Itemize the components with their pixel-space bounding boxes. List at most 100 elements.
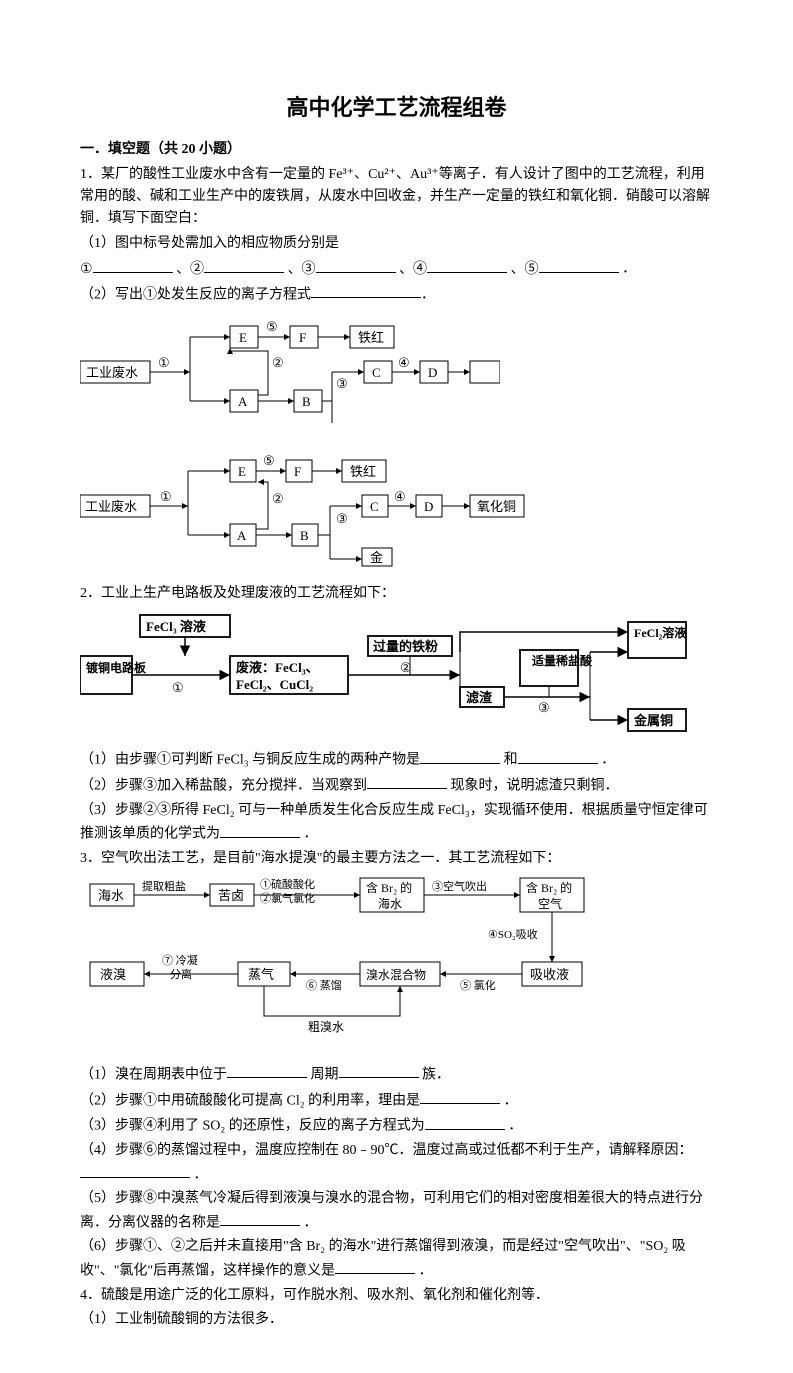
q2-p1: （1）由步骤①可判断 FeCl₃ 与铜反应生成的两种产物是 和 ． <box>80 748 713 772</box>
node-C: C <box>372 365 381 380</box>
svg-text:⑤: ⑤ <box>263 453 275 468</box>
svg-text:金属铜: 金属铜 <box>633 713 673 728</box>
svg-text:蒸气: 蒸气 <box>248 967 274 982</box>
svg-text:工业废水: 工业废水 <box>85 499 137 514</box>
circ-1: ① <box>158 355 170 370</box>
node-E: E <box>239 330 247 345</box>
q4-p1: （1）工业制硫酸铜的方法很多． <box>80 1309 713 1331</box>
blank[interactable] <box>220 1211 300 1226</box>
svg-text:C: C <box>370 499 379 514</box>
svg-text:废液：FeCl₃、: 废液：FeCl₃、 <box>236 660 319 675</box>
blank[interactable] <box>220 822 300 837</box>
q3-p6: （6）步骤①、②之后并未直接用"含 Br₂ 的海水"进行蒸馏得到液溴，而是经过"… <box>80 1236 713 1282</box>
q1-blanks-row: ① 、② 、③ 、④ 、⑤ ． <box>80 257 713 281</box>
q3-p4: （4）步骤⑥的蒸馏过程中，温度应控制在 80﹣90℃．温度过高或过低都不利于生产… <box>80 1140 713 1186</box>
blank[interactable] <box>93 257 173 272</box>
svg-text:③: ③ <box>336 511 348 526</box>
blank[interactable] <box>316 257 396 272</box>
svg-text:过量的铁粉: 过量的铁粉 <box>373 639 438 654</box>
svg-text:③空气吹出: ③空气吹出 <box>432 879 487 893</box>
q1-stem: 1．某厂的酸性工业废水中含有一定量的 Fe³⁺、Cu²⁺、Au³⁺等离子．有人设… <box>80 164 713 231</box>
section-heading: 一．填空题（共 20 小题） <box>80 139 713 161</box>
svg-text:①: ① <box>160 489 172 504</box>
blank[interactable] <box>311 283 421 298</box>
svg-text:粗溴水: 粗溴水 <box>308 1020 344 1034</box>
blank[interactable] <box>427 257 507 272</box>
node-A: A <box>238 394 248 409</box>
q3-p1: （1）溴在周期表中位于 周期 族． <box>80 1063 713 1087</box>
svg-text:④: ④ <box>394 489 406 504</box>
blank[interactable] <box>420 1089 500 1104</box>
svg-text:含 Br₂ 的: 含 Br₂ 的 <box>366 880 412 895</box>
num-3: 、③ <box>288 259 316 281</box>
svg-text:氧化铜: 氧化铜 <box>477 499 516 514</box>
circ-5: ⑤ <box>266 319 278 334</box>
q3-p2: （2）步骤①中用硫酸酸化可提高 Cl₂ 的利用率，理由是 ． <box>80 1089 713 1113</box>
svg-text:液溴: 液溴 <box>100 967 126 982</box>
blank[interactable] <box>204 257 284 272</box>
svg-text:铁红: 铁红 <box>350 464 376 479</box>
page: 高中化学工艺流程组卷 一．填空题（共 20 小题） 1．某厂的酸性工业废水中含有… <box>0 0 793 1373</box>
q1-part1: （1）图中标号处需加入的相应物质分别是 <box>80 233 713 255</box>
svg-text:FeCl₂、CuCl₂: FeCl₂、CuCl₂ <box>236 677 313 692</box>
q1-diagram: 工业废水 ① E ⑤ F 铁红 A ② <box>80 313 713 441</box>
q3-p3: （3）步骤④利用了 SO₂ 的还原性，反应的离子方程式为 ． <box>80 1114 713 1138</box>
svg-text:滤渣: 滤渣 <box>466 690 493 705</box>
num-4: 、④ <box>399 259 427 281</box>
node-B: B <box>302 394 311 409</box>
svg-text:吸收液: 吸收液 <box>530 967 569 982</box>
text: ． <box>622 262 636 277</box>
blank[interactable] <box>420 748 500 763</box>
blank[interactable] <box>227 1063 307 1078</box>
svg-text:提取粗盐: 提取粗盐 <box>142 880 186 893</box>
q2-stem: 2．工业上生产电路板及处理废液的工艺流程如下： <box>80 583 713 605</box>
svg-text:分离: 分离 <box>170 967 192 981</box>
node-F: F <box>299 330 306 345</box>
num-5: 、⑤ <box>511 259 539 281</box>
q1-diagram-clean: 工业废水 ① E ⑤ F 铁红 A ② B ③ C ④ D 氧化铜 金 <box>80 449 713 575</box>
svg-text:苦卤: 苦卤 <box>218 888 244 903</box>
q2-diagram: FeCl₃ 溶液 镀铜电路板 ① 废液：FeCl₃、 FeCl₂、CuCl₂ 过… <box>80 612 713 740</box>
svg-text:B: B <box>300 528 309 543</box>
svg-text:E: E <box>238 464 246 479</box>
svg-text:溴水混合物: 溴水混合物 <box>366 967 426 982</box>
blank[interactable] <box>539 257 619 272</box>
svg-text:③: ③ <box>538 700 550 715</box>
svg-text:金: 金 <box>370 550 383 565</box>
page-title: 高中化学工艺流程组卷 <box>80 90 713 125</box>
svg-text:②: ② <box>272 491 284 506</box>
svg-text:①硫酸酸化: ①硫酸酸化 <box>260 877 315 891</box>
q3-stem: 3．空气吹出法工艺，是目前"海水提溴"的最主要方法之一．其工艺流程如下： <box>80 848 713 870</box>
svg-text:空气: 空气 <box>538 896 562 911</box>
node-waste: 工业废水 <box>86 365 138 380</box>
q1-p1-text: （1）图中标号处需加入的相应物质分别是 <box>80 236 339 251</box>
svg-text:①: ① <box>172 680 184 695</box>
circ-2: ② <box>272 355 284 370</box>
q3-diagram: 海水 提取粗盐 苦卤 ①硫酸酸化 ②氯气氯化 含 Br₂ 的 海水 ③空气吹出 … <box>80 876 713 1054</box>
num-1: ① <box>80 259 93 281</box>
blank[interactable] <box>339 1063 419 1078</box>
q2-p3: （3）步骤②③所得 FeCl₂ 可与一种单质发生化合反应生成 FeCl₃，实现循… <box>80 800 713 846</box>
q1-p2-text: （2）写出①处发生反应的离子方程式 <box>80 287 311 302</box>
svg-text:④SO₂吸收: ④SO₂吸收 <box>488 927 538 941</box>
blank[interactable] <box>518 748 598 763</box>
blank[interactable] <box>80 1163 190 1178</box>
svg-text:A: A <box>237 528 247 543</box>
node-D: D <box>428 365 437 380</box>
svg-text:⑥ 蒸馏: ⑥ 蒸馏 <box>306 978 342 992</box>
svg-text:②氯气氯化: ②氯气氯化 <box>260 891 315 905</box>
svg-text:⑤ 氯化: ⑤ 氯化 <box>460 978 496 992</box>
svg-text:FeCl₃ 溶液: FeCl₃ 溶液 <box>146 619 206 634</box>
circ-3: ③ <box>336 376 348 391</box>
blank[interactable] <box>367 774 447 789</box>
svg-text:海水: 海水 <box>378 896 402 911</box>
svg-text:适量稀盐酸: 适量稀盐酸 <box>532 653 593 668</box>
num-2: 、② <box>176 259 204 281</box>
q4-stem: 4．硫酸是用途广泛的化工原料，可作脱水剂、吸水剂、氧化剂和催化剂等． <box>80 1285 713 1307</box>
svg-text:D: D <box>424 499 433 514</box>
svg-text:FeCl₂溶液: FeCl₂溶液 <box>634 625 686 640</box>
blank[interactable] <box>425 1114 505 1129</box>
svg-text:F: F <box>294 464 301 479</box>
blank[interactable] <box>335 1259 415 1274</box>
q1-part2: （2）写出①处发生反应的离子方程式． <box>80 283 713 307</box>
